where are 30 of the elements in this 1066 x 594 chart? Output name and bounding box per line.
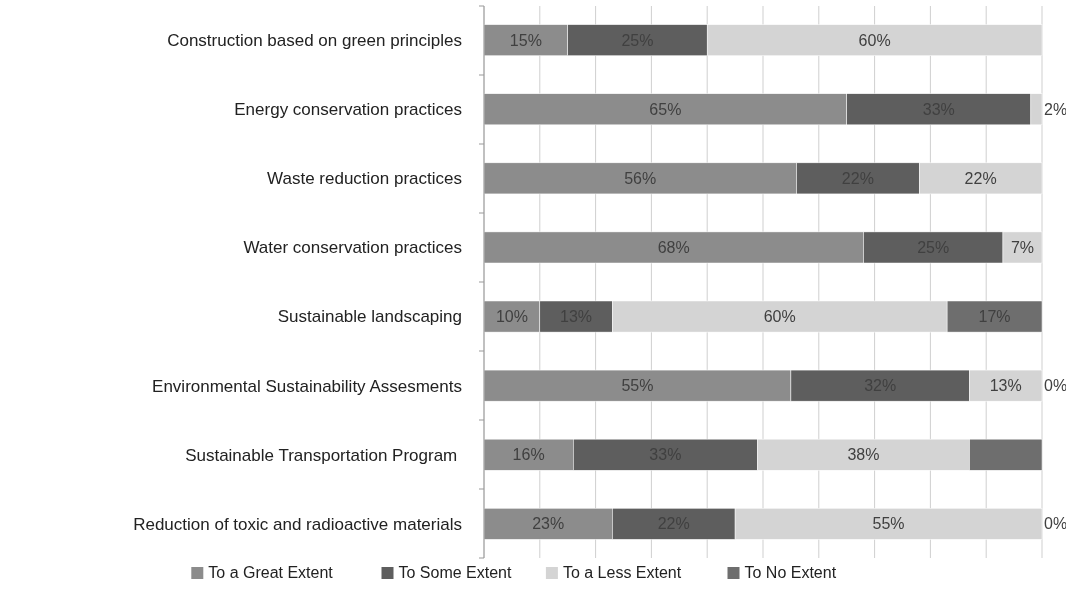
- y-tick-label: Sustainable Transportation Program: [185, 445, 462, 465]
- data-label: 16%: [512, 446, 545, 464]
- y-tick-label: Water conservation practices: [243, 238, 462, 258]
- data-label: 55%: [621, 377, 654, 395]
- data-label: 60%: [763, 308, 796, 326]
- legend-label: To a Less Extent: [562, 564, 682, 581]
- y-tick-label: Waste reduction practices: [267, 169, 462, 189]
- data-label: 55%: [872, 515, 905, 533]
- legend-label: To No Extent: [744, 564, 837, 581]
- data-label: 15%: [509, 31, 542, 49]
- legend-label: To Some Extent: [398, 564, 512, 581]
- legend-label: To a Great Extent: [208, 564, 334, 581]
- data-label: 56%: [624, 169, 657, 187]
- data-label: 2%: [1044, 100, 1066, 118]
- data-label: 65%: [649, 100, 682, 118]
- y-tick-label: Environmental Sustainability Assesments: [152, 376, 462, 396]
- y-tick-label: Reduction of toxic and radioactive materials: [133, 514, 462, 534]
- data-label: 60%: [858, 31, 891, 49]
- data-label: 22%: [964, 169, 997, 187]
- data-label: 7%: [1010, 239, 1035, 257]
- data-label: 0%: [1044, 377, 1066, 395]
- data-label: 0%: [1044, 515, 1066, 533]
- data-label: 68%: [657, 239, 690, 257]
- y-tick-label: Energy conservation practices: [234, 100, 462, 120]
- y-tick-label: Sustainable landscaping: [277, 307, 462, 327]
- data-label: 23%: [532, 515, 565, 533]
- data-label: 38%: [847, 446, 880, 464]
- data-label: 13%: [989, 377, 1022, 395]
- data-label: 10%: [495, 308, 528, 326]
- y-tick-label: Construction based on green principles: [167, 31, 462, 51]
